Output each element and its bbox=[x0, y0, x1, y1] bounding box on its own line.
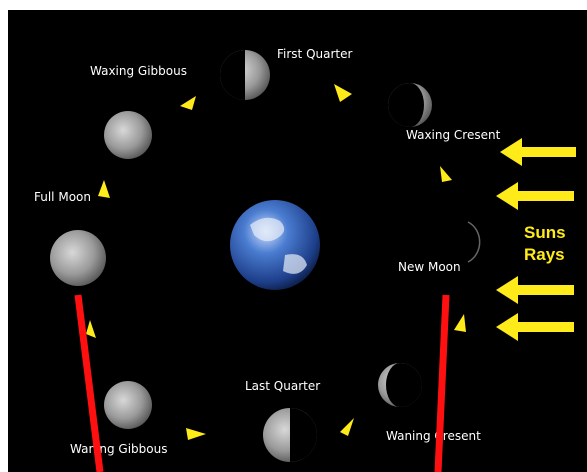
moon-phases-diagram: First Quarter Waxing Gibbous Waxing Cres… bbox=[0, 0, 587, 472]
label-first-quarter: First Quarter bbox=[277, 47, 352, 61]
moon-waxing-gibbous bbox=[104, 111, 152, 159]
label-suns: Suns bbox=[524, 223, 566, 242]
label-waning-gibbous: Waning Gibbous bbox=[70, 442, 168, 456]
moon-waning-gibbous bbox=[104, 381, 152, 429]
label-new-moon: New Moon bbox=[398, 260, 461, 274]
moon-full bbox=[50, 230, 106, 286]
earth bbox=[230, 200, 320, 290]
label-last-quarter: Last Quarter bbox=[245, 379, 320, 393]
label-full-moon: Full Moon bbox=[34, 190, 91, 204]
label-rays: Rays bbox=[524, 245, 565, 264]
label-waxing-gibbous: Waxing Gibbous bbox=[90, 64, 187, 78]
label-waning-crescent: Waning Cresent bbox=[386, 429, 481, 443]
label-waxing-crescent: Waxing Cresent bbox=[406, 128, 501, 142]
